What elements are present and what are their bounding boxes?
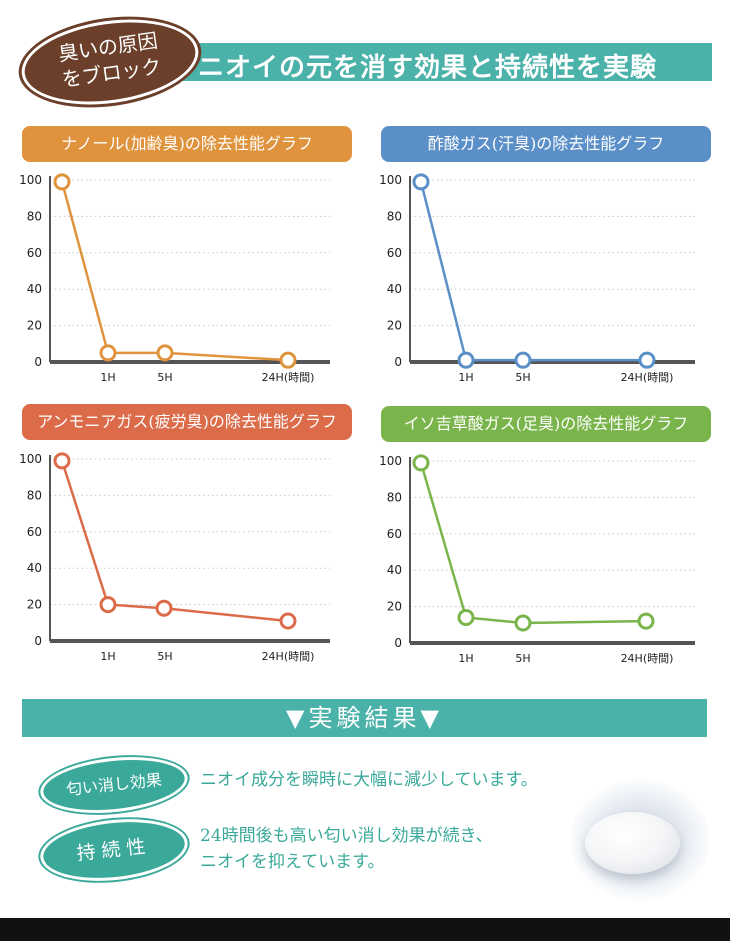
data-point xyxy=(457,609,475,627)
y-tick-label: 20 xyxy=(387,600,402,614)
header-bar xyxy=(160,43,712,81)
y-tick-label: 100 xyxy=(19,452,42,466)
y-tick-label: 0 xyxy=(394,636,402,650)
data-point xyxy=(514,351,532,369)
x-tick-label: 24H(時間) xyxy=(621,652,674,665)
x-tick-label: 24H(時間) xyxy=(262,371,315,384)
x-tick-label: 1H xyxy=(100,650,115,663)
data-point xyxy=(412,173,430,191)
y-tick-label: 0 xyxy=(34,355,42,369)
y-tick-label: 20 xyxy=(387,319,402,333)
data-point xyxy=(412,454,430,472)
x-tick-label: 5H xyxy=(515,371,530,384)
soap-image xyxy=(585,812,680,874)
durability-label: 持続性 xyxy=(37,812,191,888)
series-line xyxy=(419,181,647,362)
y-tick-label: 80 xyxy=(27,209,42,223)
data-point xyxy=(638,351,656,369)
data-point xyxy=(514,614,532,632)
x-tick-label: 1H xyxy=(458,371,473,384)
x-tick-label: 5H xyxy=(157,650,172,663)
chart-title-ammonia: アンモニアガス(疲労臭)の除去性能グラフ xyxy=(22,404,352,440)
y-tick-label: 60 xyxy=(27,525,42,539)
y-tick-label: 40 xyxy=(387,563,402,577)
x-tick-label: 24H(時間) xyxy=(621,371,674,384)
series-line xyxy=(60,181,289,362)
y-tick-label: 60 xyxy=(27,246,42,260)
chart-title-nonenal: ナノール(加齢臭)の除去性能グラフ xyxy=(22,126,352,162)
x-tick-label: 5H xyxy=(157,371,172,384)
chart-title-isovaleric: イソ吉草酸ガス(足臭)の除去性能グラフ xyxy=(381,406,711,442)
results-title: ▼実験結果▼ xyxy=(286,704,443,732)
x-tick-label: 5H xyxy=(515,652,530,665)
data-point xyxy=(156,344,174,362)
series-line xyxy=(419,462,647,625)
y-tick-label: 80 xyxy=(387,490,402,504)
y-tick-label: 60 xyxy=(387,527,402,541)
durability-text-line2: ニオイを抑えています。 xyxy=(200,852,385,872)
deodorize-label: 匂い消し効果 xyxy=(37,750,191,820)
results-banner: ▼実験結果▼ xyxy=(22,699,707,737)
x-tick-label: 24H(時間) xyxy=(262,650,315,663)
deodorize-description: ニオイ成分を瞬時に大幅に減少しています。 xyxy=(200,767,538,793)
y-tick-label: 20 xyxy=(27,319,42,333)
y-tick-label: 60 xyxy=(387,246,402,260)
x-tick-label: 1H xyxy=(458,652,473,665)
cause-badge: 臭いの原因 をブロック xyxy=(16,9,204,115)
y-tick-label: 80 xyxy=(27,488,42,502)
page-title: ニオイの元を消す効果と持続性を実験 xyxy=(198,53,658,83)
y-tick-label: 0 xyxy=(394,355,402,369)
chart-title-acetic: 酢酸ガス(汗臭)の除去性能グラフ xyxy=(381,126,711,162)
durability-description: 24時間後も高い匂い消し効果が続き、 ニオイを抑えています。 xyxy=(200,823,492,875)
y-tick-label: 100 xyxy=(379,454,402,468)
durability-label-text: 持続性 xyxy=(75,835,153,865)
deodorize-text: ニオイ成分を瞬時に大幅に減少しています。 xyxy=(200,770,538,790)
data-point xyxy=(99,596,117,614)
data-point xyxy=(53,452,71,470)
y-tick-label: 40 xyxy=(27,282,42,296)
y-tick-label: 100 xyxy=(379,173,402,187)
x-tick-label: 1H xyxy=(100,371,115,384)
y-tick-label: 0 xyxy=(34,634,42,648)
y-tick-label: 40 xyxy=(387,282,402,296)
data-point xyxy=(279,351,297,369)
data-point xyxy=(637,612,655,630)
deodorize-label-text: 匂い消し効果 xyxy=(65,770,163,799)
data-point xyxy=(279,612,297,630)
data-point xyxy=(53,173,71,191)
data-point xyxy=(99,344,117,362)
y-tick-label: 80 xyxy=(387,209,402,223)
durability-text-line1: 24時間後も高い匂い消し効果が続き、 xyxy=(200,826,493,846)
y-tick-label: 40 xyxy=(27,561,42,575)
data-point xyxy=(457,351,475,369)
series-line xyxy=(60,460,289,623)
y-tick-label: 100 xyxy=(19,173,42,187)
bottom-bar xyxy=(0,918,730,941)
data-point xyxy=(155,599,173,617)
y-tick-label: 20 xyxy=(27,598,42,612)
